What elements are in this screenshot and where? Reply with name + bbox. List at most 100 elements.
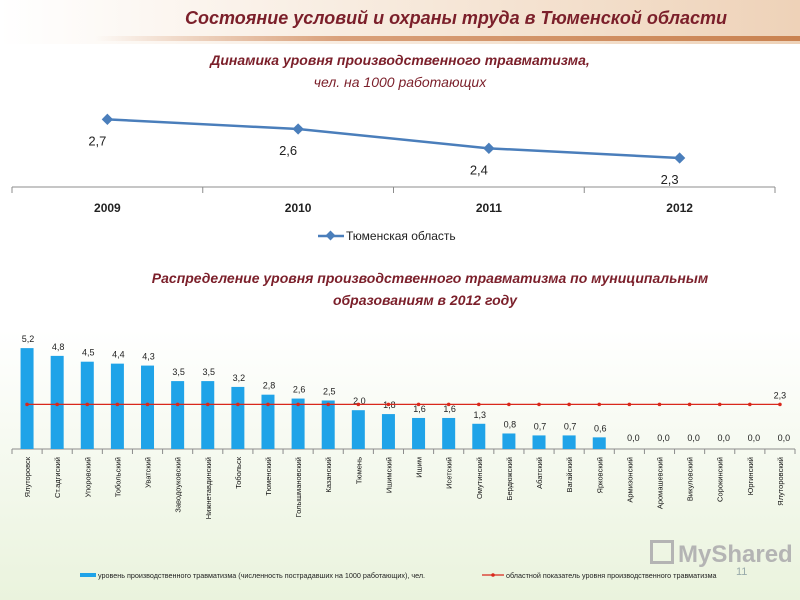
bar-data-label: 0,8 xyxy=(504,419,517,429)
bar xyxy=(472,423,486,449)
line-chart-legend-marker xyxy=(325,230,336,241)
average-legend-marker xyxy=(491,573,495,577)
watermark-icon xyxy=(650,540,674,564)
average-point xyxy=(446,402,451,407)
bar-data-label: 3,2 xyxy=(233,373,246,383)
average-point xyxy=(386,402,391,407)
bar-category-label: Армизонский xyxy=(625,457,634,503)
average-point xyxy=(567,402,571,407)
bar-category-label: Вагайский xyxy=(565,457,574,493)
line-chart-data-label: 2,4 xyxy=(470,162,488,177)
average-point xyxy=(748,402,752,407)
average-point xyxy=(326,402,331,407)
line-chart-x-tick-label: 2012 xyxy=(666,201,693,215)
line-chart-data-label: 2,3 xyxy=(661,172,679,187)
bar xyxy=(532,435,546,449)
line-chart-x-tick-label: 2010 xyxy=(285,201,312,215)
bar-category-label: Ярковский xyxy=(595,457,604,493)
line-chart-x-tick-label: 2011 xyxy=(476,201,502,215)
average-point xyxy=(175,402,180,407)
average-point xyxy=(687,402,692,407)
bar-data-label: 3,5 xyxy=(172,367,185,377)
bar-category-label: Викуловский xyxy=(686,457,695,501)
average-point xyxy=(266,402,270,407)
bar-legend-label: уровень производственного травматизма (ч… xyxy=(98,571,425,580)
average-point xyxy=(236,402,240,407)
bar-category-label: Ст.адгиский xyxy=(53,457,62,498)
bar-category-label: Юргинский xyxy=(746,457,755,495)
bar-data-label: 2,8 xyxy=(263,381,276,391)
bar-category-label: Абатский xyxy=(535,457,544,489)
bar xyxy=(412,417,426,449)
bar-category-label: Тобольский xyxy=(113,457,122,497)
average-point xyxy=(627,402,632,407)
bar-data-label: 4,8 xyxy=(52,342,65,352)
bar-category-label: Исетский xyxy=(445,457,454,489)
average-point xyxy=(205,402,210,407)
average-point xyxy=(145,402,150,407)
bar-category-label: Ялуторовск xyxy=(23,456,32,497)
average-point xyxy=(25,402,29,407)
page-number: 11 xyxy=(736,566,748,578)
line-chart-x-tick-label: 2009 xyxy=(94,201,121,215)
title-rule xyxy=(95,36,800,41)
bar xyxy=(562,435,576,449)
average-point xyxy=(597,402,602,407)
average-point xyxy=(115,402,120,407)
bar xyxy=(351,410,365,449)
average-point xyxy=(657,402,662,407)
bar-data-label: 0,0 xyxy=(778,433,791,443)
watermark-logo: MyShared xyxy=(650,540,793,569)
bar-data-label: 0,6 xyxy=(594,423,607,433)
bar-category-label: Сорокинский xyxy=(716,457,725,502)
bar-category-label: Бердюжский xyxy=(505,457,514,500)
average-point xyxy=(296,402,300,407)
bar-category-label: Тобольск xyxy=(234,456,243,489)
bar-legend-swatch xyxy=(80,573,96,577)
bar-category-label: Нижнетавдинский xyxy=(204,457,213,519)
bar-data-label: 0,0 xyxy=(717,433,730,443)
bar-data-label: 4,4 xyxy=(112,350,125,360)
bar-category-label: Тюмень xyxy=(354,457,363,484)
bar-data-label: 2,0 xyxy=(353,396,366,406)
average-point xyxy=(356,402,361,407)
bar xyxy=(201,381,215,449)
bar xyxy=(592,437,606,449)
bar-category-label: Казанский xyxy=(324,457,333,493)
average-point xyxy=(55,402,59,407)
slide-title: Состояние условий и охраны труда в Тюмен… xyxy=(185,8,727,28)
bar-data-label: 2,5 xyxy=(323,387,336,397)
line-chart-data-label: 2,7 xyxy=(88,133,106,148)
bar-data-label: 0,0 xyxy=(687,433,700,443)
bar xyxy=(321,400,335,449)
bar-data-label: 4,5 xyxy=(82,348,95,358)
line-chart-data-label: 2,6 xyxy=(279,143,297,158)
bar xyxy=(231,386,245,449)
bar-data-label: 1,3 xyxy=(474,410,487,420)
bar-chart-title: Распределение уровня производственного т… xyxy=(151,270,709,286)
bar xyxy=(171,381,185,449)
bar-data-label: 3,5 xyxy=(202,367,215,377)
average-legend-label: областной показатель уровня производстве… xyxy=(506,571,717,580)
line-chart-title: Динамика уровня производственного травма… xyxy=(210,52,590,68)
bar xyxy=(261,394,275,449)
bar xyxy=(502,433,516,449)
average-point xyxy=(778,402,782,407)
watermark-text: MyShared xyxy=(678,541,793,568)
bar-chart-subtitle: образованиям в 2012 году xyxy=(332,292,518,308)
bar xyxy=(291,398,305,449)
bar-category-label: Ишимский xyxy=(384,457,393,493)
bar-category-label: Заводоуковский xyxy=(174,457,183,513)
bar-data-label: 1,6 xyxy=(443,404,456,414)
bar xyxy=(381,414,395,449)
line-chart-subtitle: чел. на 1000 работающих xyxy=(313,74,487,90)
bar-category-label: Тюменский xyxy=(264,457,273,496)
bar-data-label: 5,2 xyxy=(22,334,35,344)
bar-category-label: Уватский xyxy=(144,457,153,488)
bar-category-label: Ялуторовский xyxy=(776,457,785,506)
bar-data-label: 2,6 xyxy=(293,385,306,395)
average-point xyxy=(85,402,90,407)
bar-category-label: Аромашевский xyxy=(655,457,664,509)
bar-data-label: 0,7 xyxy=(534,421,547,431)
